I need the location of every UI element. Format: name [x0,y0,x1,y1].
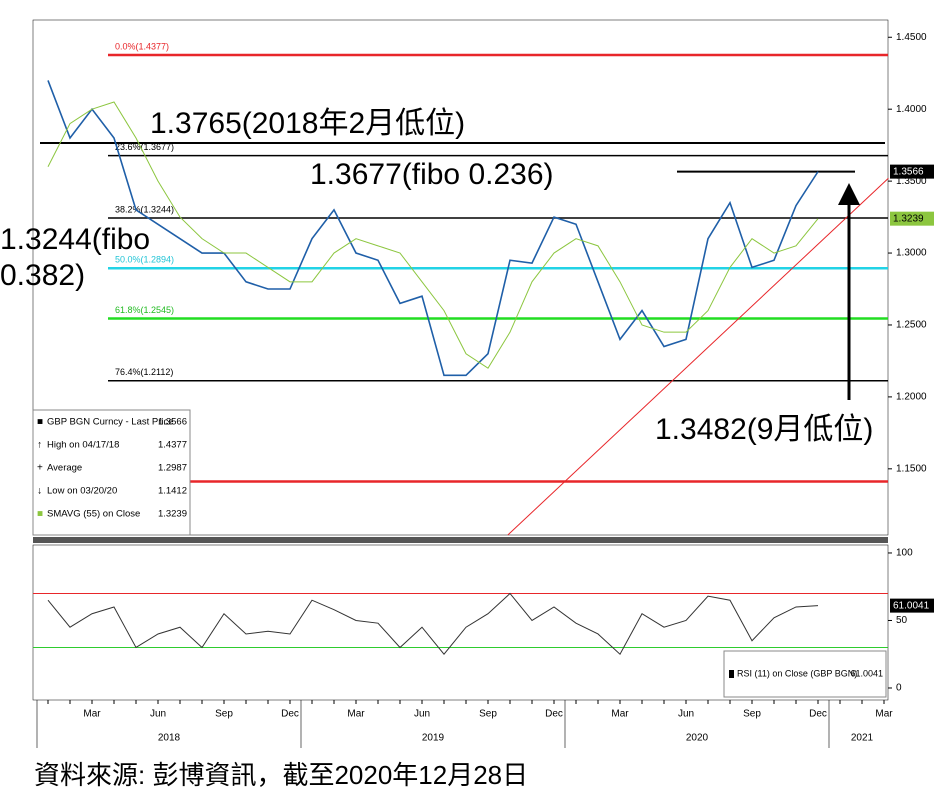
legend-icon: ■ [37,509,43,520]
legend-label: RSI (11) on Close (GBP BGN) [737,668,857,678]
series-line [47,101,819,369]
panel-divider [33,537,888,543]
y-tick-label: 1.2500 [896,320,927,331]
legend-label: Average [47,463,82,474]
x-tick-label: Jun [678,709,694,720]
y-tick-label: 0 [896,683,902,694]
y-tick-label: 1.3000 [896,248,927,259]
legend-value: 1.2987 [158,463,187,474]
legend-label: GBP BGN Curncy - Last Price [47,417,174,428]
legend-value: 61.0041 [850,668,883,678]
fib-label: 50.0%(1.2894) [115,255,174,265]
annotation: 1.3482(9月低位) [655,413,874,446]
fib-label: 61.8%(1.2545) [115,305,174,315]
legend-icon: ↑ [37,440,42,451]
series-line [47,80,819,377]
legend-icon: ↓ [37,486,42,497]
year-label: 2019 [422,733,445,744]
y-tick-label: 1.2000 [896,392,927,403]
fib-label: 0.0%(1.4377) [115,41,169,51]
x-tick-label: Dec [281,709,299,720]
x-tick-label: Mar [875,709,893,720]
fib-label: 23.6%(1.3677) [115,142,174,152]
x-tick-label: Sep [215,709,233,720]
series-line [47,592,819,656]
fib-label: 38.2%(1.3244) [115,204,174,214]
x-tick-label: Sep [479,709,497,720]
value-tag [890,164,934,179]
legend-label: Low on 03/20/20 [47,486,117,497]
arrow [838,183,860,400]
trendline [507,177,889,536]
y-tick-label: 50 [896,615,908,626]
y-tick-label: 100 [896,548,913,559]
value-tag [890,598,934,613]
legend-value: 1.3239 [158,509,187,520]
x-tick-label: Sep [743,709,761,720]
x-tick-label: Jun [150,709,166,720]
x-tick-label: Mar [611,709,629,720]
footer: 資料來源: 彭博資訊，截至2020年12月28日 [34,760,529,790]
y-tick-label: 1.4500 [896,32,927,43]
legend-label: High on 04/17/18 [47,440,119,451]
value-tag [890,211,934,226]
x-tick-label: Jun [414,709,430,720]
legend-icon: ■ [37,417,43,428]
legend-box [723,650,887,698]
chart: 1.4500 1.4000 1.3500 1.3000 1.2500 1.2000 1.15… [32,19,934,748]
arrow-head [838,183,860,205]
legend-value: 1.3566 [158,417,187,428]
legend-box [32,409,191,536]
legend-value: 1.4377 [158,440,187,451]
rsi-legend: RSI (11) on Close (GBP BGN)61.0041 [723,650,887,698]
legend-icon [729,670,734,678]
year-label: 2018 [158,733,181,744]
x-tick-label: Mar [347,709,365,720]
annotation: 1.3244(fibo 0.382) [0,223,151,292]
value-tag-label: 1.3566 [893,166,924,177]
legend-label: SMAVG (55) on Close [47,509,140,520]
y-tick-label: 1.4000 [896,104,927,115]
annotation: 1.3677(fibo 0.236) [310,158,554,191]
y-tick-label: 1.1500 [896,463,927,474]
fib-label: 76.4%(1.2112) [115,367,173,377]
value-tag-label: 61.0041 [893,600,930,611]
year-label: 2020 [686,733,709,744]
legend-icon: + [37,463,43,474]
y-tick-label: 1.3500 [896,176,927,187]
value-tag-label: 1.3239 [893,213,924,224]
legend-value: 1.1412 [158,486,187,497]
x-tick-label: Dec [809,709,827,720]
x-tick-label: Mar [83,709,101,720]
year-label: 2021 [851,733,874,744]
x-tick-label: Dec [545,709,563,720]
annotation: 1.3765(2018年2月低位) [150,107,466,140]
